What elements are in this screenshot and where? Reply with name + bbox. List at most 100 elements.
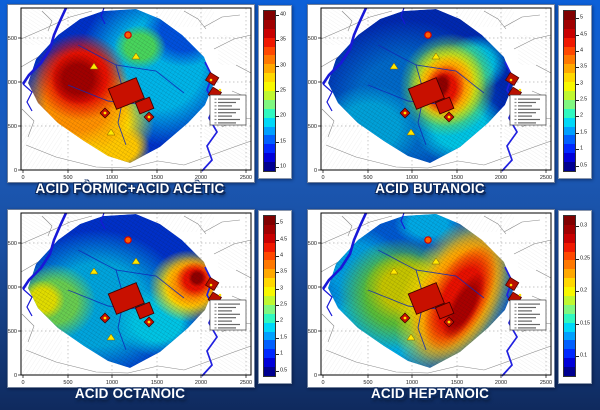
y-tick-label: 500 [8,329,17,335]
colorbar-band [564,260,575,270]
x-axis-ticks: 0 500 1000 1500 2000 2500 [321,170,552,181]
colorbar-tick [276,141,279,143]
colorbar-band [564,331,575,341]
colorbar-tick-label: 35 [280,36,286,43]
colorbar-tick [576,323,579,325]
map-plot-formic-acetic: 0 500 1000 1500 2000 2500 1500 1000 500 0 [7,4,255,183]
colorbar-band [564,46,575,56]
x-tick-label: 1000 [406,380,418,386]
map-panel-heptanoic: 0 500 1000 1500 2000 2500 1500 1000 500 0 0.3 0.2… [300,205,600,410]
colorbar-tick-label: 4.5 [580,30,588,37]
y-tick-label: 1500 [8,36,17,42]
colorbar-tick [576,50,579,52]
x-tick-label: 500 [63,175,72,181]
colorbar-band [264,349,275,359]
colorbar-band [264,216,275,225]
y-tick-label: 0 [14,168,17,174]
colorbar-tick [276,321,279,323]
colorbar-band [564,19,575,29]
colorbar-band [564,153,575,163]
x-tick-label: 2500 [540,175,552,181]
x-tick-label: 2000 [495,380,507,386]
x-tick-label: 1000 [406,175,418,181]
colorbar-band [264,260,275,270]
colorbar-tick [576,132,579,134]
x-axis-ticks: 0 500 1000 1500 2000 2500 [321,375,552,386]
colorbar-band [264,224,275,234]
colorbar-tick-label: 1.5 [580,129,588,136]
map-plot-octanoic: 0 500 1000 1500 2000 2500 1500 1000 500 0 [7,209,255,388]
colorbar-tick-label: 3.5 [280,268,288,275]
map-title: ACID OCTANOIC [74,386,186,401]
colorbar-tick [276,337,279,339]
x-tick-label: 1500 [451,380,463,386]
colorbar-heptanoic: 0.3 0.25 0.2 0.15 0.1 [558,210,592,384]
colorbar-tick-label: 0.5 [580,161,588,168]
colorbar-tick-label: 0.2 [580,287,588,294]
colorbar-tick [576,258,579,260]
map-title: ACID FÒRMIC+ACID ACÈTIC [35,181,225,196]
colorbar-band [264,367,275,377]
colorbar-band [564,11,575,20]
colorbar-tick-label: 4 [280,252,283,259]
colorbar-strip [563,215,576,377]
map-canvas: 0 500 1000 1500 2000 2500 1500 1000 500 0 [308,5,554,182]
colorbar-band [264,269,275,279]
monitoring-site-marker [124,236,132,244]
colorbar-band [264,64,275,74]
colorbar-band [564,269,575,279]
outskirt-streets [20,214,252,374]
colorbar-band [564,233,575,243]
x-tick-label: 2000 [195,380,207,386]
colorbar-tick-label: 3 [280,284,283,291]
y-tick-label: 1500 [8,241,17,247]
colorbar-tick [576,100,579,101]
map-panel-butanoic: 0 500 1000 1500 2000 2500 1500 1000 500 0 5 4.5 4 3… [300,0,600,205]
colorbar-band [564,162,575,172]
inset-legend-box [509,94,547,126]
y-tick-label: 0 [314,373,317,379]
colorbar-strip [263,215,276,377]
colorbar-tick-label: 20 [280,112,286,119]
axes-frame [20,212,252,376]
colorbar-band [564,64,575,74]
colorbar-band [264,108,275,118]
colorbar-band [264,73,275,83]
colorbar-band [564,340,575,350]
colorbar-tick-label: 10 [280,163,286,170]
colorbar-tick [576,18,579,20]
site-landmarks [389,236,522,341]
colorbar-band [564,126,575,136]
y-axis-ticks: 1500 1000 500 0 [308,241,321,379]
colorbar-band [264,340,275,350]
map-title: ACID HEPTANOIC [370,386,490,401]
colorbar-band [564,144,575,154]
monitoring-site-marker [424,236,432,244]
colorbar-tick [576,149,579,151]
colorbar-band [264,37,275,47]
colorbar-tick [276,239,279,241]
colorbar-band [564,216,575,225]
y-tick-label: 1000 [308,285,317,291]
x-tick-label: 0 [21,380,24,386]
x-tick-label: 500 [363,380,372,386]
red-block-landmark [407,282,455,320]
colorbar-band [564,304,575,314]
colorbar-band [264,55,275,65]
colorbar-band [264,11,275,20]
colorbar-tick [276,354,279,356]
colorbar-tick [276,91,279,92]
colorbar-band [564,135,575,145]
colorbar-tick [276,288,279,290]
map-panel-formic-acetic: 0 500 1000 1500 2000 2500 1500 1000 500 0 40 35 30… [0,0,300,205]
axes-frame [20,7,252,171]
colorbar-tick [576,165,579,167]
y-axis-ticks: 1500 1000 500 0 [8,241,21,379]
colorbar-tick-label: 2.5 [580,96,588,103]
y-tick-label: 0 [14,373,17,379]
colorbar-band [264,242,275,252]
colorbar-tick-label: 5 [580,14,583,21]
colorbar-tick [276,305,279,306]
colorbar-tick [276,14,279,16]
